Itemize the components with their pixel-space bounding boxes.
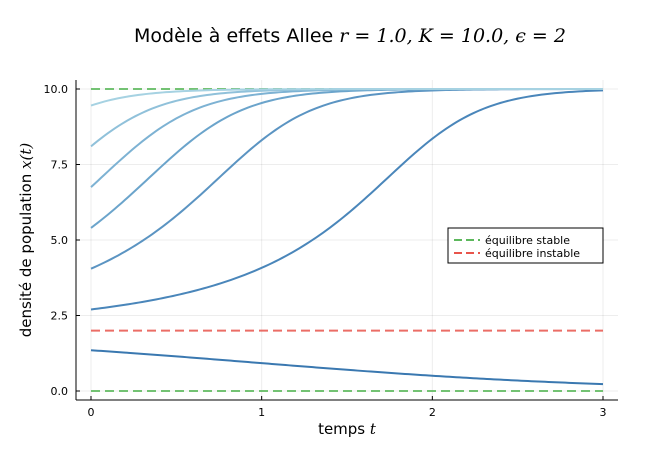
y-tick-label: 10.0	[44, 83, 69, 96]
series-line	[90, 349, 604, 386]
y-ticks: 0.0 2.5 5.0 7.5 10.0	[44, 83, 80, 398]
x-ticks: 0 1 2 3	[88, 396, 607, 419]
y-axis-label: densité de population x(t)	[17, 143, 35, 338]
series-line	[90, 88, 603, 107]
series-lines	[90, 88, 604, 386]
x-tick-label: 0	[88, 406, 95, 419]
y-tick-label: 2.5	[51, 310, 69, 323]
chart-title: Modèle à effets Allee r = 1.0, K = 10.0,…	[134, 25, 566, 47]
y-tick-label: 0.0	[51, 385, 69, 398]
legend-label-unstable: équilibre instable	[485, 247, 580, 260]
series-line	[90, 89, 604, 311]
x-tick-label: 2	[429, 406, 436, 419]
legend-label-stable: équilibre stable	[485, 234, 570, 247]
legend-box	[447, 227, 604, 264]
x-axis-label: temps t	[318, 420, 377, 438]
legend: équilibre stable équilibre instable	[447, 227, 604, 264]
y-tick-label: 7.5	[51, 159, 69, 172]
y-tick-label: 5.0	[51, 234, 69, 247]
plot-area: 0 1 2 3 0.0 2.5 5.0 7.5 10.0	[44, 80, 618, 419]
series-line	[90, 88, 603, 229]
x-tick-label: 3	[600, 406, 607, 419]
x-tick-label: 1	[258, 406, 265, 419]
